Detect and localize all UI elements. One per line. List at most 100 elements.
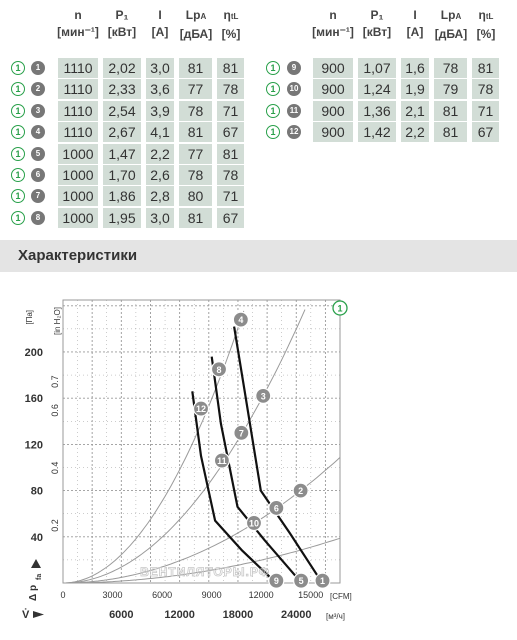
cell-n: 1110 [58,122,98,143]
x-tick-cfm: 15000 [298,590,323,600]
cell-n: 900 [313,58,353,78]
operating-point-marker [213,452,231,469]
cell-p1: 1,24 [358,79,396,100]
curve-set-icon: 1 [11,189,25,204]
cell-lpa: 78 [179,100,212,121]
cell-n: 1110 [58,100,98,121]
cell-i: 1,9 [401,79,429,100]
cell-p1: 2,02 [103,58,141,78]
cell-p1: 1,70 [103,165,141,185]
speed-curve-900 [191,391,276,583]
cell-i: 2,1 [401,100,429,121]
header-p1-label: P₁ [115,8,129,22]
header-lpa: LpA [дБА] [166,8,226,52]
cell-eta: 71 [472,100,499,121]
cell-i: 2,2 [146,143,174,164]
curve-set-icon: 1 [11,210,25,225]
cell-i: 4,1 [146,122,174,143]
cell-eta: 71 [217,186,244,207]
x-tick-m3h: 18000 [223,609,254,621]
speed-curve-1110 [233,326,323,583]
unit-inh2o: [in H₂O] [53,307,62,335]
cell-eta: 67 [217,122,244,143]
operating-point-icon: 9 [287,61,301,75]
curve-set-icon: 1 [11,146,25,161]
cell-p1: 2,33 [103,79,141,100]
system-curve-4 [63,537,341,584]
operating-point-marker [192,400,210,417]
cell-eta: 67 [217,207,244,228]
cell-eta: 78 [472,79,499,100]
operating-point-icon: 11 [287,103,301,118]
header-lpa-unit: [дБА] [179,27,213,41]
header-eta: ηtL [%] [201,8,261,52]
x-tick-m3h: 24000 [281,609,312,621]
cell-lpa: 79 [434,79,467,100]
table-row: 1 10 900 1,24 1,9 79 78 [0,78,517,100]
operating-point-label: 6 [274,503,279,513]
operating-point-marker [255,387,272,404]
curve-set-icon: 1 [11,82,25,97]
operating-point-marker [268,499,285,517]
header-eta-unit: [%] [221,27,241,41]
cell-lpa: 78 [179,165,212,185]
curve-set-icon: 1 [11,125,25,140]
cell-i: 3,6 [146,79,174,100]
cell-n: 1000 [58,186,98,207]
x-tick-cfm: 9000 [202,590,222,600]
cell-n: 1000 [58,143,98,164]
header-i-unit: [A] [406,25,424,39]
cell-p1: 1,95 [103,207,141,228]
cell-p1: 1,36 [358,100,396,121]
operating-point-label: 1 [320,576,325,586]
header-eta: ηtL [%] [456,8,516,52]
operating-point-marker [232,311,249,328]
operating-point-icon: 3 [31,103,45,118]
operating-point-icon: 8 [31,210,45,225]
header-n-unit: [мин⁻¹] [312,25,354,39]
curve-set-icon: 1 [11,168,25,182]
y-tick-inh2o: 0.6 [50,404,60,417]
operating-point-label: 8 [216,365,221,375]
cell-i: 1,6 [401,58,429,78]
header-i: I [A] [385,8,445,52]
header-eta-subscript: tL [485,12,494,21]
cell-lpa: 77 [179,143,212,164]
cell-i: 2,6 [146,165,174,185]
cell-eta: 67 [472,122,499,143]
curve-set-icon: 1 [266,103,280,118]
header-n-unit: [мин⁻¹] [57,25,99,39]
header-lpa-subscript: A [200,12,207,21]
cell-n: 1000 [58,165,98,185]
section-header: Характеристики [0,240,517,272]
unit-cfm: [CFM] [330,592,352,601]
header-n: n [мин⁻¹] [303,8,363,52]
characteristics-chart: 432187651211109ВЕНТИЛЯТОРЫ.РФ40801201602… [22,299,352,621]
cell-p1: 1,42 [358,122,396,143]
unit-pa: [Па] [25,310,34,325]
cell-eta: 81 [217,143,244,164]
x-axis-arrow-icon [33,611,44,618]
system-curve-2 [63,309,306,584]
y-tick-inh2o: 0.7 [50,375,60,388]
operating-point-label: 2 [298,486,303,496]
operating-point-icon: 2 [31,82,45,97]
curve-set-icon: 1 [266,125,280,140]
header-eta-label: ηtL [223,8,239,22]
watermark-text: ВЕНТИЛЯТОРЫ.РФ [140,565,270,579]
x-axis-label: V̇ [22,608,30,621]
operating-point-marker [292,482,309,499]
section-title: Характеристики [18,247,138,264]
system-curve-3 [63,457,341,584]
header-i-unit: [A] [151,25,169,39]
curve-set-icon: 1 [11,103,25,118]
operating-point-icon: 1 [31,61,45,75]
operating-point-icon: 12 [287,125,301,140]
y-tick-pa: 80 [31,486,43,498]
table-row: 1 12 900 1,42 2,2 81 67 [0,121,517,143]
x-tick-m3h: 12000 [164,609,195,621]
x-tick-m3h: 6000 [109,609,133,621]
table-row: 1 8 1000 1,95 3,0 81 67 [0,207,517,229]
cell-eta: 78 [217,165,244,185]
curve-set-badge-label: 1 [337,304,342,314]
